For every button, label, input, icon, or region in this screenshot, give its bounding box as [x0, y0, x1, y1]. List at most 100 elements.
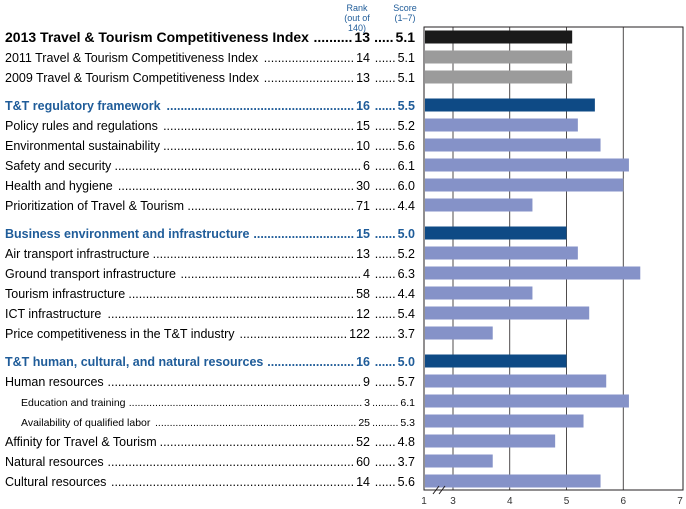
row-label: Environmental sustainability: [5, 139, 161, 153]
score-dots: ......: [375, 287, 396, 301]
leader-dots: ........................................…: [129, 397, 362, 409]
row-rank: 60: [356, 455, 370, 469]
bar-3: [425, 98, 595, 112]
bar-5: [425, 138, 601, 152]
score-dots: .........: [372, 397, 398, 409]
row-3: T&T regulatory framework 16 5.5...........…: [5, 98, 595, 113]
leader-dots: ........................................…: [167, 99, 355, 113]
bar-9: [425, 226, 567, 240]
axis-break-mark: [432, 485, 440, 495]
bar-15: [425, 354, 567, 368]
row-score: 3.7: [398, 327, 415, 341]
bar-12: [425, 286, 533, 300]
row-score: 5.1: [398, 71, 415, 85]
row-21: Cultural resources 14 5.6.................…: [5, 474, 601, 489]
row-score: 5.1: [398, 51, 415, 65]
row-rank: 14: [356, 475, 370, 489]
score-dots: ......: [375, 51, 396, 65]
row-label: Cultural resources: [5, 475, 106, 489]
row-score: 5.1: [396, 29, 416, 45]
row-6: Safety and security 6 6.1.................…: [5, 158, 629, 173]
row-1: 2011 Travel & Tourism Competitiveness In…: [5, 50, 573, 65]
bar-20: [425, 454, 493, 468]
leader-dots: ........................................…: [155, 417, 356, 429]
score-dots: ......: [375, 267, 396, 281]
row-rank: 9: [363, 375, 370, 389]
leader-dots: ........................................…: [163, 139, 354, 153]
leader-dots: ........................................…: [114, 159, 361, 173]
row-rank: 58: [356, 287, 370, 301]
leader-dots: ........................................…: [153, 247, 354, 261]
row-score: 4.4: [398, 199, 415, 213]
row-score: 5.7: [398, 375, 415, 389]
bar-0: [425, 30, 573, 44]
row-score: 5.6: [398, 475, 415, 489]
leader-dots: ........................................…: [180, 267, 361, 281]
bar-4: [425, 118, 578, 132]
score-dots: ......: [375, 307, 396, 321]
row-score: 5.3: [400, 417, 415, 429]
x-tick-label-6: 6: [620, 496, 626, 507]
score-header-label: Score: [393, 3, 417, 13]
row-score: 6.3: [398, 267, 415, 281]
score-dots: ......: [375, 99, 396, 113]
row-5: Environmental sustainability 10 5.6.......…: [5, 138, 601, 153]
bar-19: [425, 434, 556, 448]
bar-1: [425, 50, 573, 64]
row-score: 5.4: [398, 307, 415, 321]
row-label: Price competitiveness in the T&T industr…: [5, 327, 235, 341]
row-score: 5.5: [398, 99, 415, 113]
row-11: Ground transport infrastructure 4 6.3.....…: [5, 266, 641, 281]
bar-2: [425, 70, 573, 84]
row-label: Safety and security: [5, 159, 112, 173]
row-rank: 122: [349, 327, 370, 341]
leader-dots: ..........: [314, 29, 353, 45]
leader-dots: ........................................…: [128, 287, 354, 301]
leader-dots: ........................................…: [108, 375, 362, 389]
row-rank: 52: [356, 435, 370, 449]
row-score: 4.8: [398, 435, 415, 449]
bar-11: [425, 266, 641, 280]
bar-17: [425, 394, 629, 408]
row-label: T&T human, cultural, and natural resourc…: [5, 355, 263, 369]
x-tick-label-3: 3: [450, 496, 456, 507]
score-dots: ......: [375, 247, 396, 261]
bar-16: [425, 374, 607, 388]
score-dots: .........: [372, 417, 398, 429]
score-dots: ......: [375, 199, 396, 213]
row-label: 2009 Travel & Tourism Competitiveness In…: [5, 71, 260, 85]
row-rank: 10: [356, 139, 370, 153]
row-rank: 15: [356, 119, 370, 133]
bar-8: [425, 198, 533, 212]
row-label: Policy rules and regulations: [5, 119, 158, 133]
row-label: Availability of qualified labor: [21, 417, 151, 429]
row-2: 2009 Travel & Tourism Competitiveness In…: [5, 70, 573, 85]
leader-dots: ..........................: [264, 51, 354, 65]
row-15: T&T human, cultural, and natural resourc…: [5, 354, 567, 369]
row-score: 5.0: [398, 355, 415, 369]
row-rank: 30: [356, 179, 370, 193]
score-dots: ......: [375, 375, 396, 389]
leader-dots: .........................: [267, 355, 354, 369]
row-rank: 71: [356, 199, 370, 213]
score-dots: .....: [374, 29, 393, 45]
row-score: 5.2: [398, 247, 415, 261]
row-8: Prioritization of Travel & Tourism 71 4.4.…: [5, 198, 533, 213]
score-dots: ......: [375, 435, 396, 449]
row-19: Affinity for Travel & Tourism 52 4.8......…: [5, 434, 556, 449]
rank-header: Rank (out of 140): [334, 3, 380, 33]
leader-dots: ........................................…: [187, 199, 354, 213]
rank-header-sub: (out of 140): [344, 13, 370, 33]
row-score: 6.0: [398, 179, 415, 193]
row-rank: 6: [363, 159, 370, 173]
leader-dots: ........................................…: [108, 455, 355, 469]
row-20: Natural resources 60 3.7..................…: [5, 454, 493, 469]
leader-dots: ...............................: [239, 327, 347, 341]
row-rank: 13: [354, 29, 370, 45]
row-16: Human resources 9 5.7.....................…: [5, 374, 607, 389]
score-dots: ......: [375, 139, 396, 153]
leader-dots: ........................................…: [111, 475, 354, 489]
row-9: Business environment and infrastructure 1…: [5, 226, 567, 241]
bar-7: [425, 178, 624, 192]
